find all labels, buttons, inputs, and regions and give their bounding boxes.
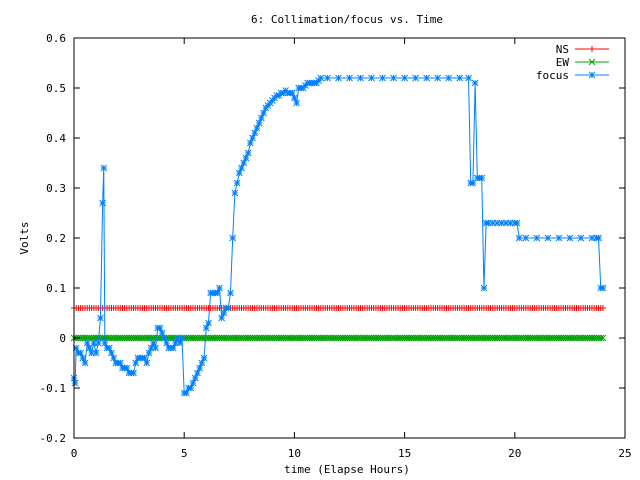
data-point-focus <box>94 339 102 347</box>
x-tick-label: 0 <box>71 447 78 460</box>
data-point-focus <box>423 74 430 82</box>
y-axis-label: Volts <box>18 221 31 254</box>
data-point-focus <box>100 164 108 172</box>
data-point-focus <box>97 314 104 322</box>
data-point-focus <box>456 74 464 82</box>
x-axis-label: time (Elapse Hours) <box>284 463 410 476</box>
data-point-focus <box>233 179 241 187</box>
data-point-focus <box>224 304 232 312</box>
legend-label-focus: focus <box>536 69 569 82</box>
data-point-focus <box>515 234 523 242</box>
data-point-focus <box>189 379 197 387</box>
y-tick-label: -0.2 <box>40 432 67 445</box>
data-point-focus <box>412 74 419 82</box>
data-point-focus <box>599 284 607 292</box>
y-tick-label: 0.6 <box>46 32 66 45</box>
series-EW <box>70 334 607 342</box>
data-point-focus <box>317 74 325 82</box>
data-point-focus <box>81 359 89 367</box>
legend-marker-EW <box>588 58 596 66</box>
y-tick-label: 0.3 <box>46 182 66 195</box>
data-point-focus <box>99 199 107 207</box>
y-tick-label: 0.1 <box>46 282 66 295</box>
data-point-focus <box>324 74 331 82</box>
data-point-focus <box>71 379 79 387</box>
data-point-focus <box>178 334 186 342</box>
data-point-focus <box>379 74 386 82</box>
data-point-focus <box>434 74 442 82</box>
data-point-focus <box>346 74 353 82</box>
data-point-EW <box>597 334 605 342</box>
data-point-focus <box>522 234 530 242</box>
legend-label-NS: NS <box>556 43 569 56</box>
data-point-focus <box>595 234 602 242</box>
data-point-focus <box>566 234 574 242</box>
x-tick-label: 25 <box>618 447 631 460</box>
data-point-focus <box>152 344 159 352</box>
data-point-focus <box>401 74 408 82</box>
axes-layer: 0 5 10 15 20 25 -0.2 -0.1 0 0.1 0.2 0.3 0.4 0.5 0.6 <box>40 32 632 460</box>
x-tick-label: 15 <box>398 447 411 460</box>
data-point-focus <box>335 74 342 82</box>
data-point-focus <box>513 219 521 227</box>
data-point-NS <box>599 305 606 311</box>
y-tick-label: -0.1 <box>40 382 67 395</box>
legend-label-EW: EW <box>556 56 570 69</box>
data-point-focus <box>244 149 252 157</box>
x-tick-label: 10 <box>288 447 301 460</box>
y-tick-label: 0.5 <box>46 82 66 95</box>
series-NS <box>71 305 606 311</box>
data-point-focus <box>390 74 397 82</box>
data-point-focus <box>293 99 300 107</box>
x-tick-label: 5 <box>181 447 188 460</box>
data-point-focus <box>183 389 190 397</box>
y-tick-label: 0.2 <box>46 232 66 245</box>
data-point-focus <box>357 74 364 82</box>
data-point-focus <box>143 359 151 367</box>
data-point-focus <box>229 234 237 242</box>
data-point-focus <box>216 284 223 292</box>
series-layer <box>70 74 607 397</box>
y-tick-label: 0 <box>59 332 66 345</box>
data-point-focus <box>200 354 208 362</box>
data-point-EW <box>599 334 607 342</box>
data-point-focus <box>577 234 585 242</box>
data-point-focus <box>465 74 472 82</box>
data-point-focus <box>478 174 486 182</box>
data-point-focus <box>130 369 137 377</box>
data-point-focus <box>92 349 100 357</box>
x-tick-label: 20 <box>508 447 521 460</box>
data-point-focus <box>205 319 212 327</box>
legend-marker-focus <box>588 71 596 79</box>
data-point-focus <box>227 289 234 297</box>
data-point-focus <box>555 234 563 242</box>
data-point-focus <box>533 234 541 242</box>
legend-marker-NS <box>589 46 595 52</box>
series-focus <box>70 74 607 397</box>
data-point-focus <box>544 234 552 242</box>
data-point-focus <box>253 124 261 132</box>
y-tick-label: 0.4 <box>46 132 66 145</box>
data-point-focus <box>368 74 375 82</box>
data-point-focus <box>83 339 91 347</box>
chart-title: 6: Collimation/focus vs. Time <box>251 13 443 26</box>
data-point-focus <box>480 284 488 292</box>
data-point-focus <box>231 189 239 197</box>
data-point-focus <box>471 79 479 87</box>
data-point-focus <box>445 74 453 82</box>
